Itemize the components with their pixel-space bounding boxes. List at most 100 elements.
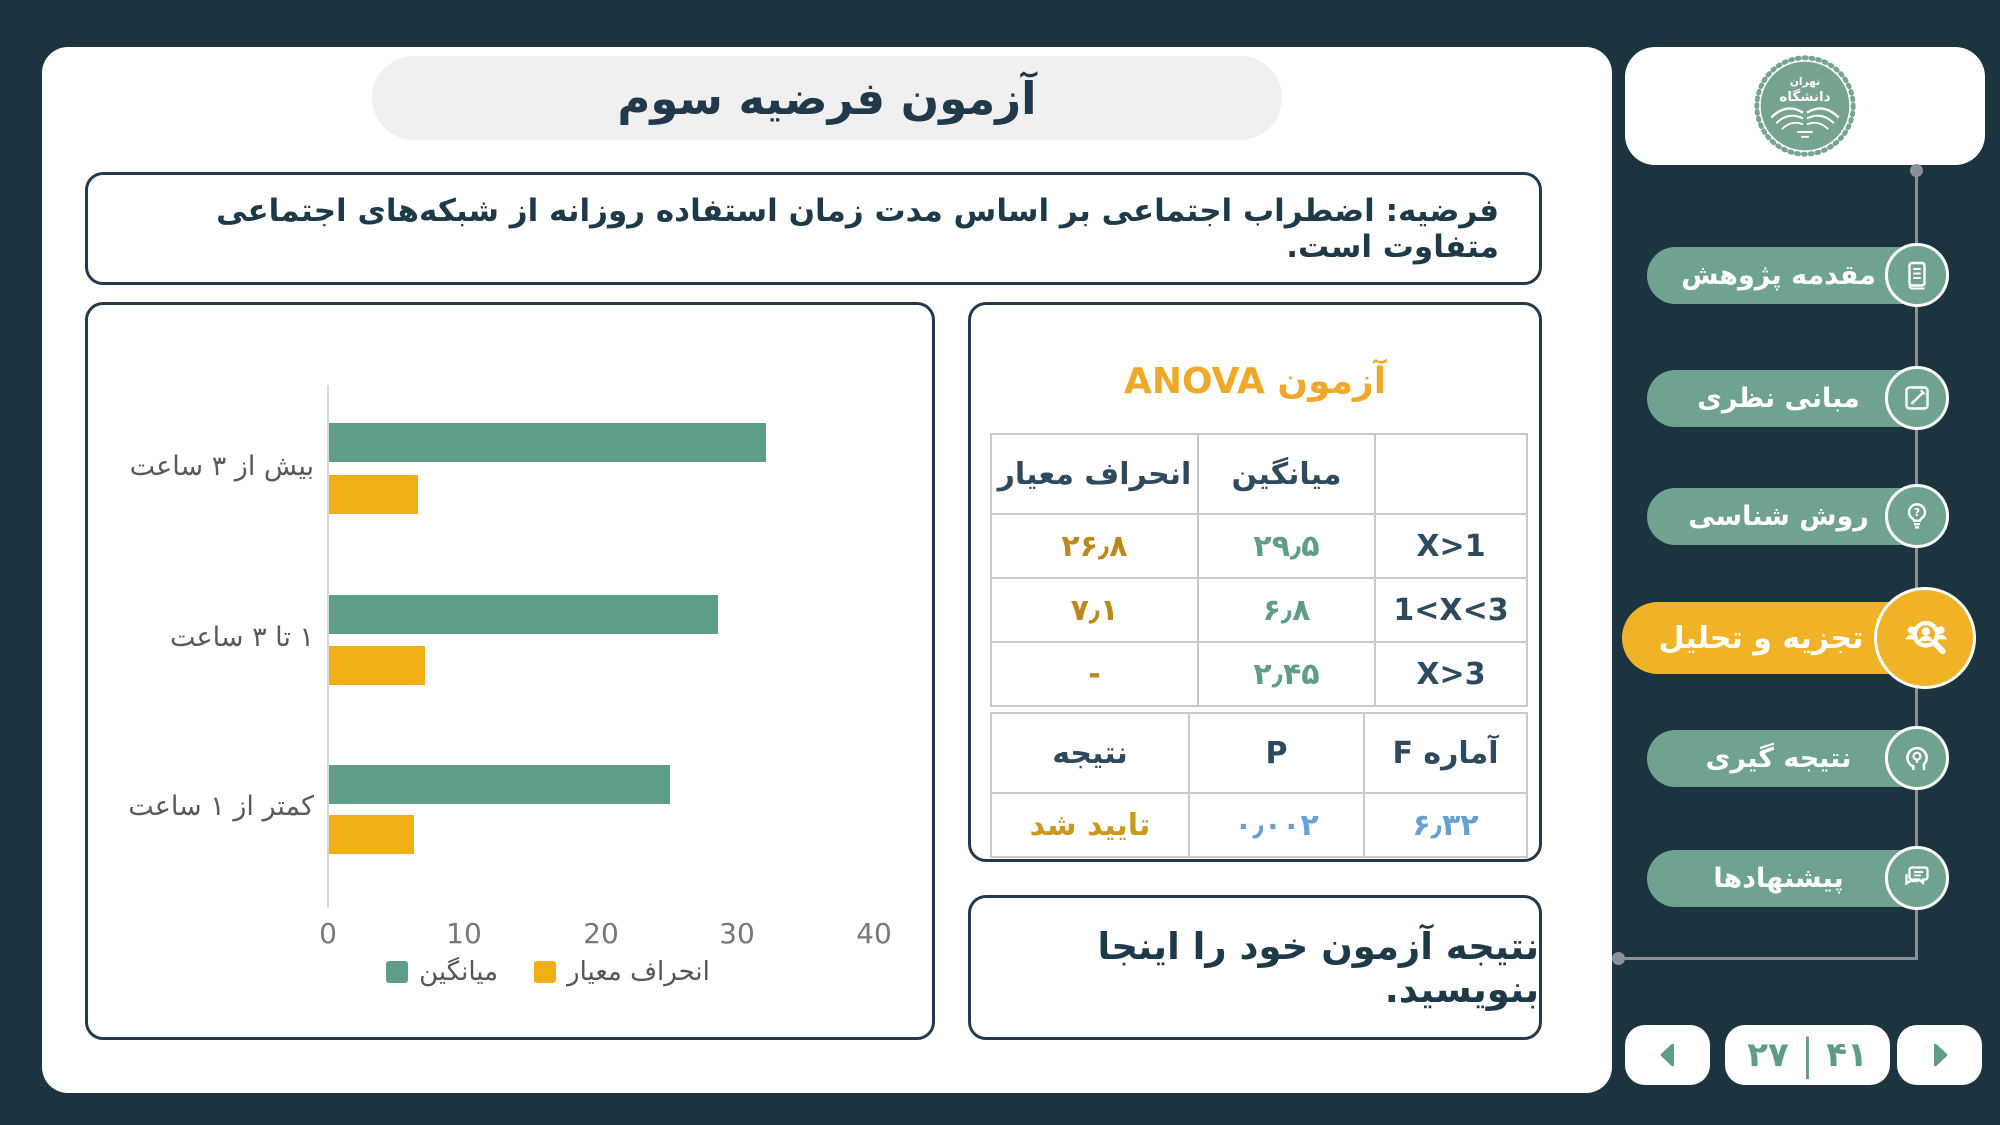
sidebar-icon-circle: ? [1885, 484, 1949, 548]
sidebar-item-methodology[interactable]: روش شناسی ? [1622, 484, 1984, 548]
sidebar-item-analysis[interactable]: تجزیه و تحلیل [1622, 587, 1984, 689]
bar-std-1-to-3h [329, 646, 425, 685]
previous-slide-button[interactable] [1625, 1025, 1710, 1085]
university-logo-card: تهران دانشگاه [1625, 47, 1985, 165]
hypothesis-text: فرضیه: اضطراب اجتماعی بر اساس مدت زمان ا… [216, 192, 1499, 265]
test-result-box: نتیجه آزمون خود را اینجا بنویسید. [968, 895, 1542, 1040]
result-value-cell: تایید شد [990, 792, 1190, 858]
group-cell: X>1 [1374, 513, 1528, 579]
mean-cell: ۲۹٫۵ [1197, 513, 1376, 579]
p-value-cell: ۰٫۰۰۲ [1188, 792, 1365, 858]
f-value-cell: ۶٫۳۲ [1363, 792, 1528, 858]
anova-group-table: میانگین انحراف معیار X>1 ۲۹٫۵ ۲۶٫۸ 1<X<3… [990, 433, 1528, 707]
svg-text:تهران: تهران [1790, 76, 1820, 88]
sidebar-icon-circle [1885, 726, 1949, 790]
bar-mean-1-to-3h [329, 595, 719, 634]
group-cell: X>3 [1374, 641, 1528, 707]
x-tick: 10 [446, 917, 482, 950]
x-tick: 30 [719, 917, 755, 950]
bar-mean-less-than-1h [329, 765, 671, 804]
timeline-connector-horizontal [1618, 957, 1918, 960]
std-cell: ۷٫۱ [990, 577, 1199, 643]
result-placeholder-text: نتیجه آزمون خود را اینجا بنویسید. [1097, 924, 1539, 1011]
anova-title: آزمون ANOVA [1123, 361, 1387, 402]
head-idea-icon [1906, 746, 1928, 770]
bar-std-less-than-1h [329, 815, 414, 854]
lightbulb-question-icon: ? [1907, 503, 1927, 529]
f-column-header: آماره F [1363, 712, 1528, 794]
slide-card: آزمون فرضیه سوم فرضیه: اضطراب اجتماعی بر… [42, 47, 1612, 1093]
legend-swatch-std [534, 961, 557, 983]
sidebar-icon-circle [1885, 243, 1949, 307]
svg-text:دانشگاه: دانشگاه [1779, 88, 1830, 105]
sidebar-item-suggestions[interactable]: پیشنهادها [1622, 846, 1984, 910]
y-axis-line [327, 385, 329, 908]
total-slide-count: ۴۱ [1826, 1035, 1868, 1075]
sidebar-item-label: تجزیه و تحلیل [1658, 620, 1864, 656]
chat-bubbles-icon [1905, 866, 1929, 886]
sidebar-item-label: نتیجه گیری [1705, 743, 1852, 774]
mean-cell: ۶٫۸ [1197, 577, 1376, 643]
legend-item-mean: میانگین [386, 957, 498, 987]
current-slide-number: ۲۷ [1747, 1035, 1789, 1075]
sidebar-icon-circle [1874, 587, 1976, 689]
table-row: X>3 ۲٫۴۵ - [990, 641, 1528, 707]
table-header-row: میانگین انحراف معیار [990, 433, 1528, 515]
sidebar-icon-circle [1885, 366, 1949, 430]
hypothesis-box: فرضیه: اضطراب اجتماعی بر اساس مدت زمان ا… [85, 172, 1542, 285]
group-cell: 1<X<3 [1374, 577, 1528, 643]
sidebar-item-label: روش شناسی [1688, 501, 1869, 532]
sidebar-item-label: مقدمه پژوهش [1681, 260, 1876, 291]
x-tick: 0 [319, 917, 337, 950]
anova-card: آزمون ANOVA میانگین انحراف معیار X>1 ۲۹٫… [968, 302, 1542, 862]
category-label: کمتر از ۱ ساعت [128, 791, 314, 822]
chart-card: بیش از ۳ ساعت ۱ تا ۳ ساعت کمتر از ۱ ساعت… [85, 302, 935, 1040]
group-column-header [1374, 433, 1528, 515]
std-column-header: انحراف معیار [990, 433, 1199, 515]
table-row: 1<X<3 ۶٫۸ ۷٫۱ [990, 577, 1528, 643]
bar-plot [327, 385, 874, 908]
slide-number-indicator: ۲۷ | ۴۱ [1725, 1025, 1890, 1085]
slide-title-pill: آزمون فرضیه سوم [372, 56, 1282, 140]
table-header-row: آماره F P نتیجه [990, 712, 1528, 794]
category-label: ۱ تا ۳ ساعت [170, 622, 314, 653]
slide-number-separator: | [1801, 1030, 1814, 1080]
edit-icon [1905, 386, 1929, 410]
legend-item-std: انحراف معیار [534, 957, 710, 987]
legend-label-std: انحراف معیار [567, 957, 710, 987]
slide-title: آزمون فرضیه سوم [617, 71, 1037, 125]
sidebar-item-theory[interactable]: مبانی نظری [1622, 366, 1984, 430]
next-arrow-icon [1933, 1043, 1947, 1067]
legend-label-mean: میانگین [419, 957, 499, 987]
university-of-tehran-logo-icon: تهران دانشگاه [1754, 55, 1856, 157]
sidebar-item-introduction[interactable]: مقدمه پژوهش [1622, 243, 1984, 307]
table-row: ۶٫۳۲ ۰٫۰۰۲ تایید شد [990, 792, 1528, 858]
anova-result-table: آماره F P نتیجه ۶٫۳۲ ۰٫۰۰۲ تایید شد [990, 712, 1528, 858]
p-column-header: P [1188, 712, 1365, 794]
timeline-dot-top [1910, 164, 1923, 177]
sidebar-item-label: پیشنهادها [1713, 863, 1844, 894]
bar-mean-more-than-3h [329, 423, 766, 462]
sidebar-item-conclusion[interactable]: نتیجه گیری [1622, 726, 1984, 790]
sidebar-item-label: مبانی نظری [1697, 383, 1860, 414]
x-tick: 20 [583, 917, 619, 950]
next-slide-button[interactable] [1897, 1025, 1982, 1085]
std-cell: - [990, 641, 1199, 707]
svg-text:?: ? [1914, 507, 1920, 519]
chart-legend: میانگین انحراف معیار [218, 957, 878, 987]
sidebar-icon-circle [1885, 846, 1949, 910]
timeline-connector-vertical [1915, 170, 1918, 960]
people-magnifier-icon [1905, 620, 1947, 655]
x-tick: 40 [856, 917, 892, 950]
result-column-header: نتیجه [990, 712, 1190, 794]
table-row: X>1 ۲۹٫۵ ۲۶٫۸ [990, 513, 1528, 579]
mean-cell: ۲٫۴۵ [1197, 641, 1376, 707]
legend-swatch-mean [386, 961, 409, 983]
std-cell: ۲۶٫۸ [990, 513, 1199, 579]
document-icon [1908, 261, 1926, 290]
previous-arrow-icon [1660, 1043, 1674, 1067]
category-label: بیش از ۳ ساعت [129, 451, 314, 482]
mean-column-header: میانگین [1197, 433, 1376, 515]
timeline-dot-end [1612, 952, 1625, 965]
